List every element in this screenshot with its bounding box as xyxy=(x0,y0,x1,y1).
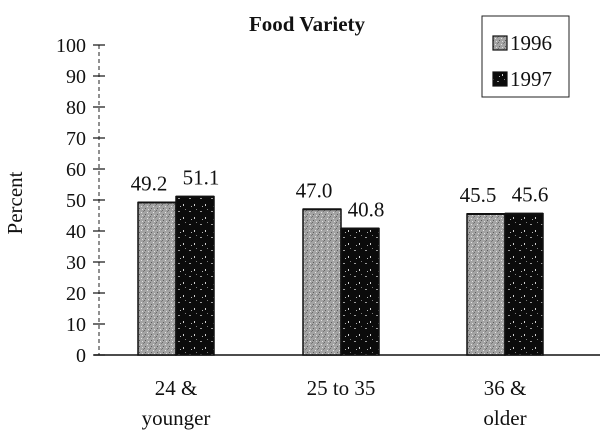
category-label: 36 & xyxy=(484,376,527,400)
legend-swatch-1997 xyxy=(492,71,508,87)
category-label: 24 & xyxy=(155,376,198,400)
y-tick-label: 80 xyxy=(66,97,86,119)
value-label: 45.6 xyxy=(512,183,549,207)
y-tick-label: 50 xyxy=(66,190,86,212)
legend: 1996 1997 xyxy=(481,15,570,98)
y-axis-title: Percent xyxy=(3,171,27,234)
value-labels: 49.2 51.1 47.0 40.8 45.5 45.6 xyxy=(131,166,549,222)
y-tick-label: 30 xyxy=(66,252,86,274)
legend-swatch-1996 xyxy=(492,35,508,51)
y-tick-label: 100 xyxy=(56,35,86,57)
y-tick-label: 20 xyxy=(66,283,86,305)
legend-label-1996: 1996 xyxy=(510,31,552,55)
bar-1996-0 xyxy=(137,201,177,356)
y-tick-label: 90 xyxy=(66,66,86,88)
value-label: 51.1 xyxy=(183,166,220,190)
bar-1997-2 xyxy=(504,212,544,356)
y-tick-label: 0 xyxy=(76,345,86,367)
value-label: 45.5 xyxy=(460,183,497,207)
y-tick-label: 40 xyxy=(66,221,86,243)
y-tick-label: 70 xyxy=(66,128,86,150)
category-label: older xyxy=(483,406,526,430)
bar-1997-0 xyxy=(175,195,215,356)
value-label: 47.0 xyxy=(296,178,333,202)
category-label: younger xyxy=(142,406,211,430)
y-tick-label: 60 xyxy=(66,159,86,181)
value-label: 40.8 xyxy=(348,198,385,222)
category-label: 25 to 35 xyxy=(307,376,376,400)
value-label: 49.2 xyxy=(131,171,168,195)
chart-title: Food Variety xyxy=(249,12,366,36)
y-tick-label: 10 xyxy=(66,314,86,336)
y-ticks: 0 10 20 30 40 50 60 70 80 90 100 xyxy=(56,35,105,367)
legend-label-1997: 1997 xyxy=(510,67,552,91)
bar-1997-1 xyxy=(340,227,380,356)
bar-1996-2 xyxy=(466,213,506,356)
category-labels: 24 & younger 25 to 35 36 & older xyxy=(142,376,527,430)
bar-1996-1 xyxy=(302,208,342,356)
bars xyxy=(137,195,544,356)
